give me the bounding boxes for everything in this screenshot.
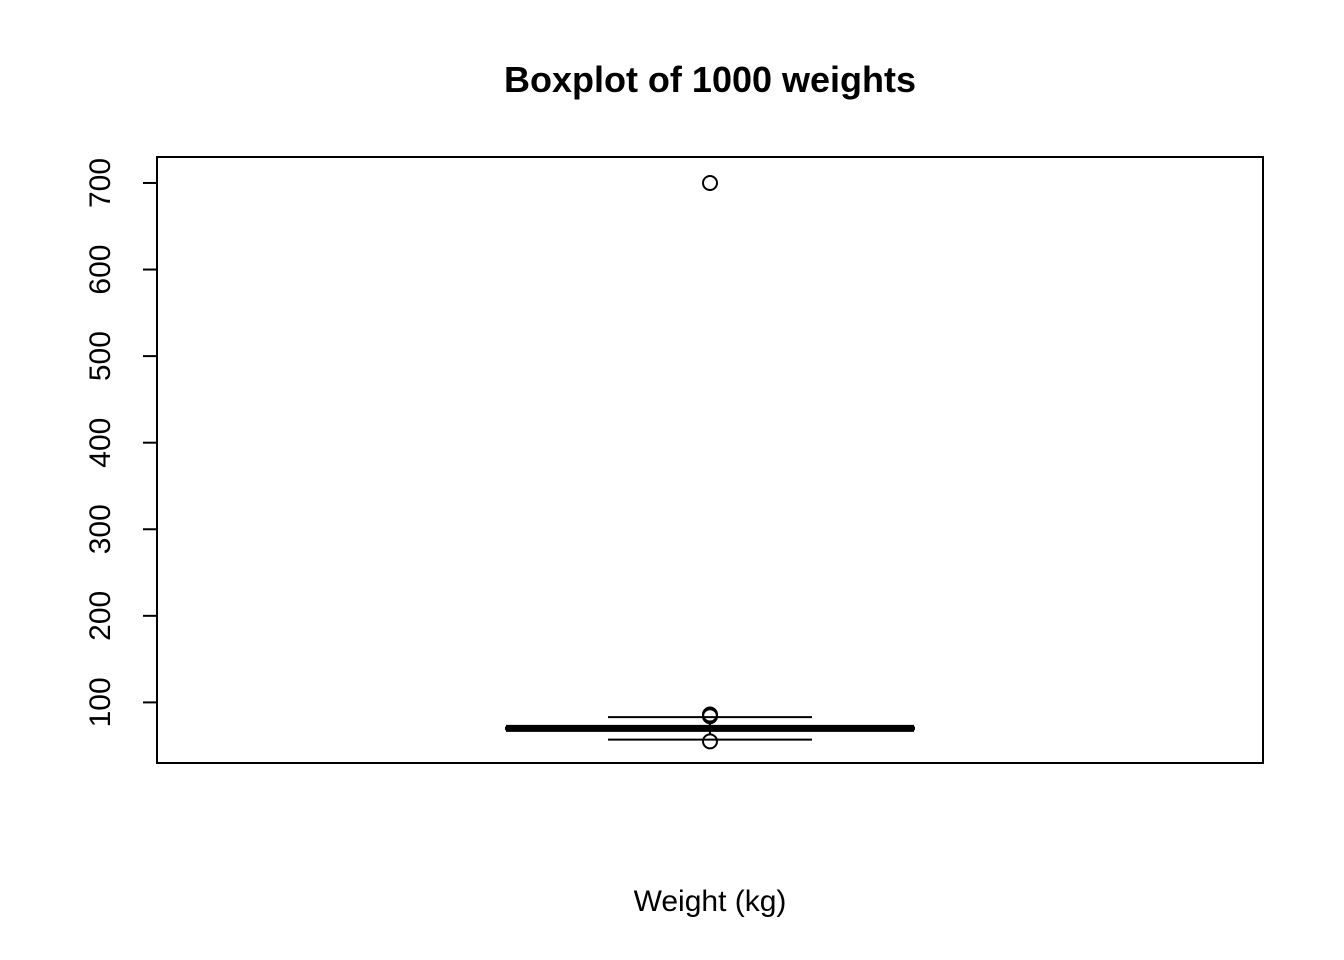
outlier-point <box>702 733 718 750</box>
y-tick-label: 400 <box>84 418 117 468</box>
y-tick-label: 200 <box>84 591 117 641</box>
box-group <box>505 716 915 741</box>
y-tick-label: 300 <box>84 504 117 554</box>
y-tick-label: 100 <box>84 677 117 727</box>
y-tick-label: 500 <box>84 331 117 381</box>
outlier-point <box>702 174 718 191</box>
plot-frame <box>156 156 1264 764</box>
chart-title: Boxplot of 1000 weights <box>504 59 916 100</box>
y-axis: 100 200 300 400 500 600 700 <box>84 158 158 727</box>
outlier-group <box>702 174 718 750</box>
y-tick-label: 700 <box>84 158 117 208</box>
outlier-point <box>702 708 718 725</box>
x-axis-label: Weight (kg) <box>634 885 787 918</box>
y-tick-label: 600 <box>84 245 117 295</box>
